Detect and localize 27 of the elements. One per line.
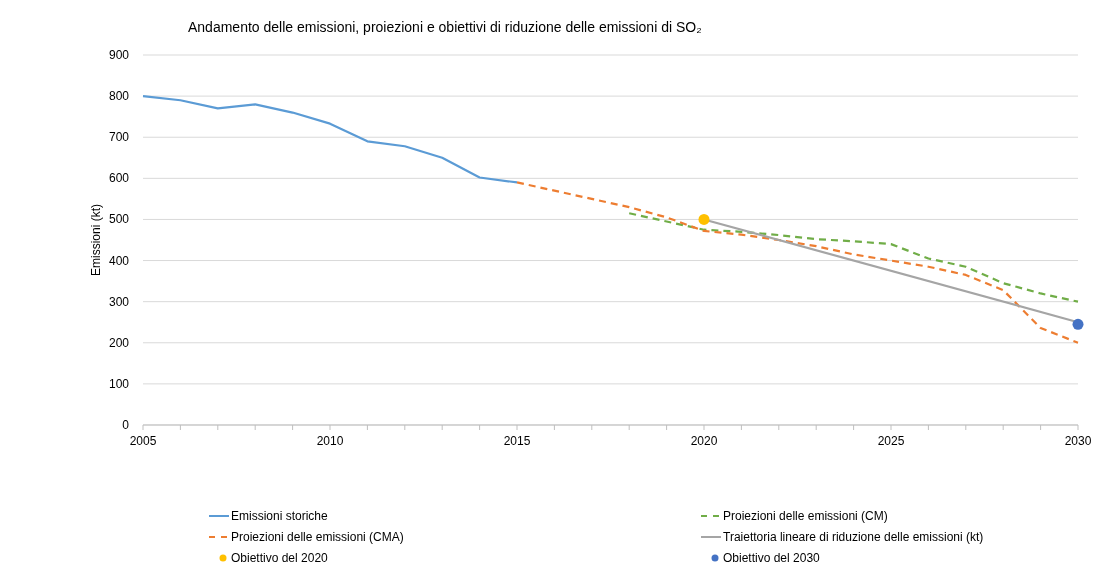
line-series xyxy=(141,95,519,184)
y-axis-title: Emissioni (kt) xyxy=(89,203,103,277)
chart-title: Andamento delle emissioni, proiezioni e obiettivi di riduzione delle emissioni di SO₂ xyxy=(188,19,702,35)
x-tick-label: 2025 xyxy=(877,434,905,448)
y-tick-label: 0 xyxy=(122,418,130,432)
legend-label: Obiettivo del 2030 xyxy=(723,551,821,565)
y-tick-label: 800 xyxy=(108,89,130,104)
legend-label: Proiezioni delle emissioni (CM) xyxy=(723,509,888,523)
x-tick-label: 2015 xyxy=(503,434,531,448)
line-series xyxy=(628,212,1080,303)
legend-label: Traiettoria lineare di riduzione delle emissioni (kt) xyxy=(723,530,984,544)
x-tick-label: 2005 xyxy=(129,434,157,448)
y-tick-label: 500 xyxy=(108,212,130,227)
y-tick-label: 600 xyxy=(108,171,130,186)
y-tick-label: 200 xyxy=(108,335,130,350)
x-tick-label: 2020 xyxy=(690,434,718,448)
legend-label: Obiettivo del 2020 xyxy=(231,551,329,565)
line-series xyxy=(515,181,1080,344)
x-tick-label: 2010 xyxy=(316,434,344,448)
y-tick-label: 900 xyxy=(108,48,130,62)
y-tick-label: 700 xyxy=(108,130,130,145)
y-tick-label: 400 xyxy=(108,253,130,268)
x-tick-label: 2030 xyxy=(1064,434,1092,448)
y-tick-label: 300 xyxy=(108,294,130,309)
legend-label: Proiezioni delle emissioni (CMA) xyxy=(231,530,404,544)
y-tick-label: 100 xyxy=(108,376,130,391)
legend-label: Emissioni storiche xyxy=(231,509,329,523)
